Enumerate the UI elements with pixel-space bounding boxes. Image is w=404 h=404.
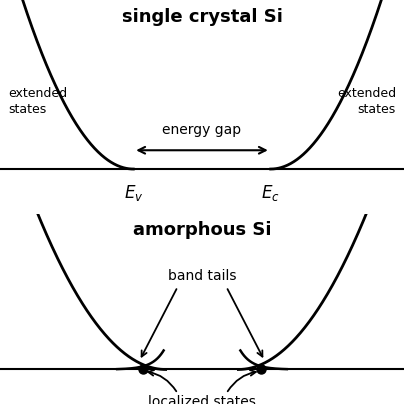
Text: single crystal Si: single crystal Si [122, 8, 282, 25]
Text: $E_c$: $E_c$ [261, 183, 280, 204]
Text: $E_v$: $E_v$ [124, 183, 143, 204]
Text: band tails: band tails [168, 269, 236, 283]
Text: energy gap: energy gap [162, 123, 242, 137]
Text: amorphous Si: amorphous Si [133, 221, 271, 239]
Text: extended
states: extended states [8, 87, 67, 116]
Text: localized states: localized states [148, 396, 256, 404]
Text: extended
states: extended states [337, 87, 396, 116]
